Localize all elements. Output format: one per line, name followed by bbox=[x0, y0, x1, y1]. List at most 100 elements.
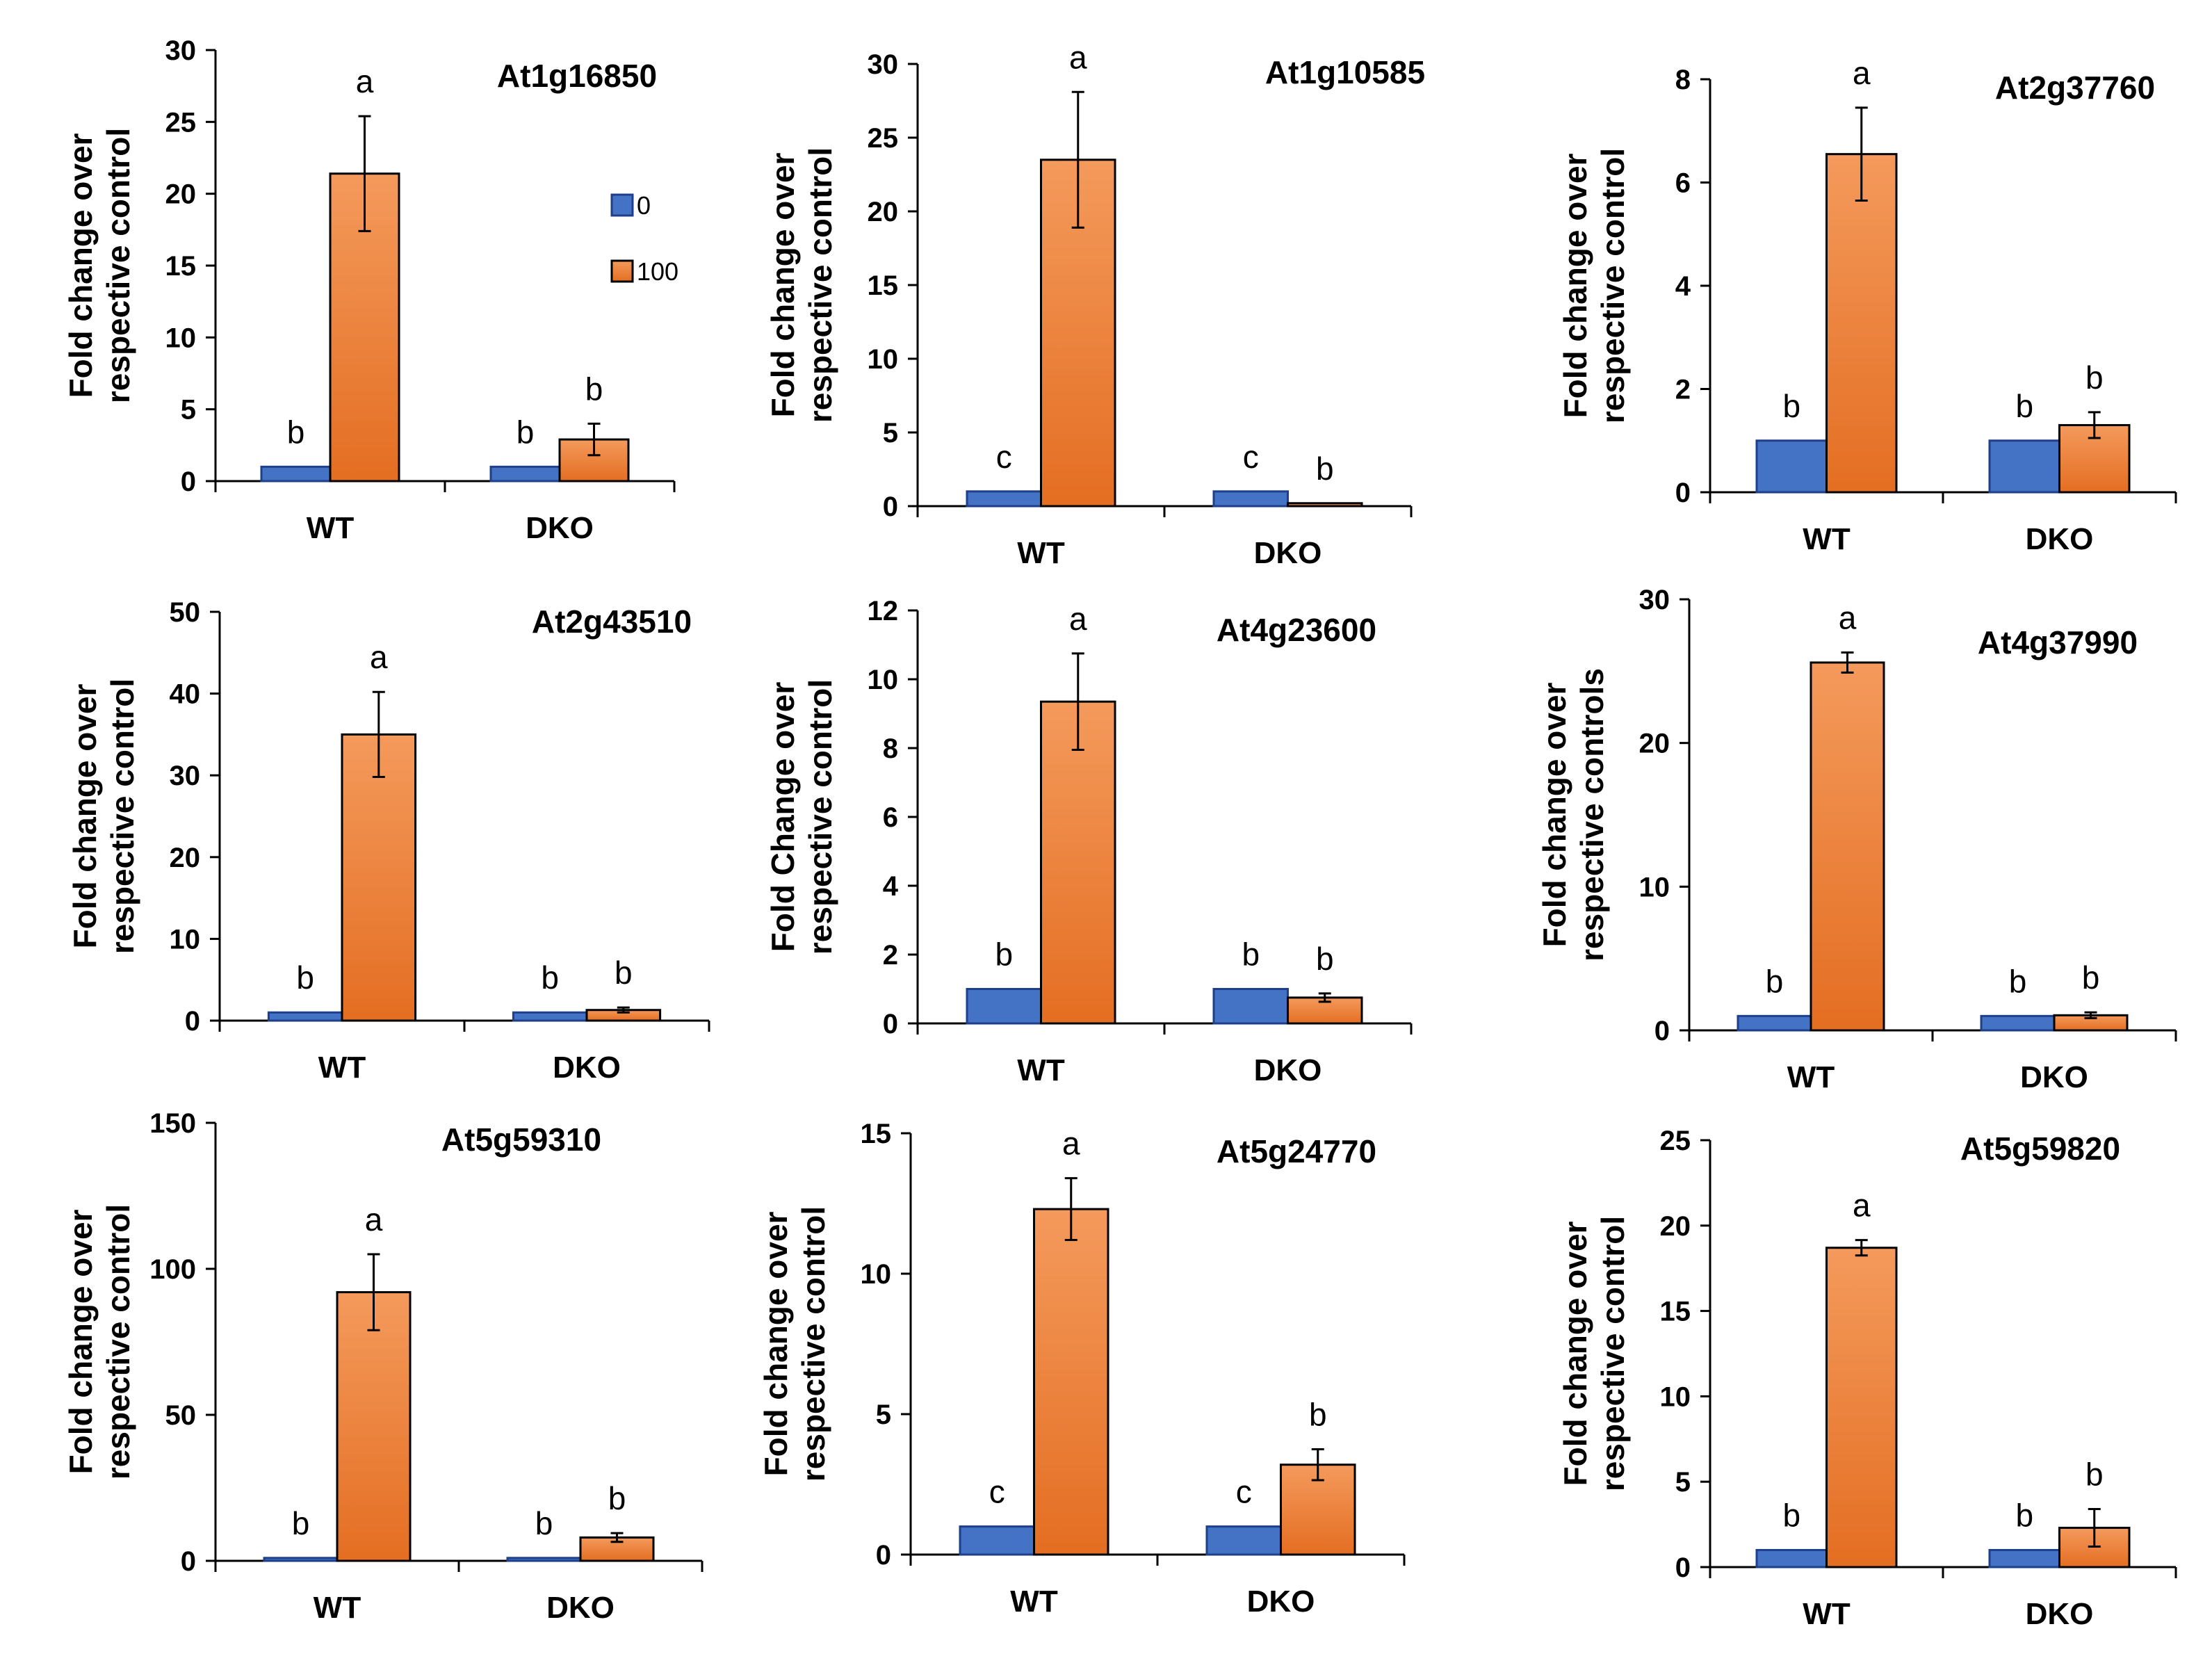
chart-title: At1g10585 bbox=[1265, 54, 1425, 90]
significance-letter: c bbox=[1236, 1474, 1252, 1510]
chart-panel-7: 0 50 100 150 WT b a DKO b b At5g59310 Fold change o… bbox=[63, 1108, 704, 1625]
y-axis-label-line: Fold Change over bbox=[765, 682, 801, 952]
y-tick-label: 5 bbox=[876, 1400, 891, 1430]
y-tick-label: 0 bbox=[181, 1546, 196, 1577]
y-tick-label: 0 bbox=[1675, 478, 1691, 508]
y-tick-label: 5 bbox=[181, 395, 196, 425]
y-tick-label: 10 bbox=[165, 323, 197, 353]
y-tick-label: 20 bbox=[1639, 729, 1670, 759]
chart-panel-2: 0 5 10 15 20 25 30 WT c a DKO c b At1g10585 Fold chang… bbox=[765, 39, 1425, 570]
chart-panel-4: 0 10 20 30 40 50 WT b a DKO b b At2g43510 Fold change… bbox=[67, 597, 710, 1085]
y-tick-label: 12 bbox=[868, 596, 899, 626]
y-tick-label: 50 bbox=[170, 597, 201, 628]
y-tick-label: 5 bbox=[883, 418, 898, 448]
y-axis-label-line: respective control bbox=[795, 1206, 831, 1482]
significance-letter: a bbox=[1069, 39, 1087, 75]
y-axis-label-line: respective controls bbox=[1574, 668, 1610, 962]
x-category-label: WT bbox=[307, 511, 355, 545]
legend-label-100: 100 bbox=[637, 257, 678, 286]
y-tick-label: 150 bbox=[149, 1108, 196, 1139]
y-tick-label: 10 bbox=[170, 924, 201, 955]
x-category-label: WT bbox=[1017, 536, 1065, 570]
significance-letter: b bbox=[1309, 1397, 1327, 1433]
bar-dko-0 bbox=[512, 1011, 588, 1022]
y-tick-label: 0 bbox=[876, 1540, 891, 1571]
chart-panel-8: 0 5 10 15 WT c a DKO c b At5g24770 Fold change over… bbox=[758, 1119, 1406, 1619]
chart-title: At5g24770 bbox=[1217, 1133, 1376, 1169]
legend-swatch-0 bbox=[610, 193, 634, 217]
bar-dko-100 bbox=[1287, 502, 1363, 508]
significance-letter: a bbox=[1853, 1187, 1871, 1224]
significance-letter: b bbox=[2085, 1456, 2104, 1492]
bar-wt-100 bbox=[341, 733, 417, 1022]
y-tick-label: 40 bbox=[170, 679, 201, 710]
y-tick-label: 15 bbox=[1660, 1297, 1691, 1327]
significance-letter: b bbox=[2015, 1497, 2033, 1533]
y-tick-label: 15 bbox=[868, 270, 899, 301]
significance-letter: b bbox=[2009, 963, 2027, 999]
y-tick-label: 2 bbox=[883, 940, 898, 971]
y-axis-label-line: Fold change over bbox=[1557, 153, 1593, 418]
significance-letter: a bbox=[370, 639, 388, 675]
x-category-label: WT bbox=[1803, 522, 1851, 556]
x-category-label: DKO bbox=[1254, 536, 1322, 570]
chart-panel-1: 0 5 10 15 20 25 30 WT b a DKO b b At1g16850 Fold chang… bbox=[63, 35, 678, 545]
x-category-label: WT bbox=[1017, 1053, 1065, 1087]
y-axis-label-line: Fold change over bbox=[1536, 682, 1572, 947]
y-tick-label: 4 bbox=[1675, 271, 1691, 302]
significance-letter: b bbox=[292, 1505, 310, 1541]
y-axis-label-line: Fold change over bbox=[758, 1211, 794, 1476]
y-tick-label: 50 bbox=[165, 1400, 197, 1431]
y-axis-label: Fold change overrespective control bbox=[67, 679, 140, 954]
x-category-label: DKO bbox=[526, 511, 594, 545]
y-tick-label: 8 bbox=[1675, 65, 1691, 95]
significance-letter: b bbox=[1782, 388, 1800, 424]
significance-letter: b bbox=[535, 1505, 553, 1541]
y-axis-label: Fold change overrespective controls bbox=[1536, 668, 1610, 962]
significance-letter: b bbox=[608, 1480, 626, 1516]
bar-wt-100 bbox=[336, 1291, 412, 1562]
significance-letter: c bbox=[1243, 439, 1259, 475]
x-category-label: DKO bbox=[2020, 1060, 2088, 1094]
chart-title: At2g37760 bbox=[1995, 70, 2155, 106]
significance-letter: a bbox=[1069, 601, 1087, 637]
significance-letter: b bbox=[585, 371, 603, 407]
y-tick-label: 8 bbox=[883, 733, 898, 764]
significance-letter: b bbox=[2015, 388, 2033, 424]
chart-title: At2g43510 bbox=[532, 603, 692, 640]
significance-letter: b bbox=[1782, 1497, 1800, 1533]
x-category-label: DKO bbox=[2026, 1597, 2094, 1631]
significance-letter: b bbox=[1316, 451, 1334, 487]
y-axis-label-line: respective control bbox=[1595, 1216, 1631, 1491]
y-tick-label: 30 bbox=[1639, 585, 1670, 615]
y-tick-label: 2 bbox=[1675, 375, 1691, 405]
y-tick-label: 5 bbox=[1675, 1467, 1691, 1498]
y-tick-label: 10 bbox=[868, 665, 899, 695]
y-tick-label: 15 bbox=[861, 1119, 892, 1149]
y-tick-label: 20 bbox=[1660, 1211, 1691, 1242]
bar-wt-0 bbox=[260, 465, 332, 483]
y-axis-label-line: Fold change over bbox=[63, 133, 99, 398]
significance-letter: c bbox=[996, 439, 1012, 475]
legend: 0 100 bbox=[610, 191, 678, 286]
bar-wt-100 bbox=[1825, 153, 1898, 494]
bar-wt-0 bbox=[263, 1557, 339, 1562]
significance-letter: c bbox=[989, 1474, 1005, 1510]
y-tick-label: 0 bbox=[185, 1006, 200, 1037]
x-category-label: DKO bbox=[1254, 1053, 1322, 1087]
bar-wt-100 bbox=[1040, 700, 1116, 1025]
y-tick-label: 10 bbox=[861, 1259, 892, 1290]
x-category-label: DKO bbox=[1247, 1584, 1315, 1619]
x-category-label: DKO bbox=[2026, 522, 2094, 556]
y-tick-label: 30 bbox=[165, 35, 197, 66]
significance-letter: b bbox=[2082, 959, 2100, 996]
significance-letter: b bbox=[541, 959, 559, 996]
y-axis-label: Fold change overrespective control bbox=[1557, 148, 1631, 423]
y-tick-label: 15 bbox=[165, 251, 197, 282]
x-category-label: WT bbox=[318, 1051, 366, 1085]
y-axis-label: Fold change overrespective control bbox=[765, 147, 838, 423]
significance-letter: a bbox=[365, 1201, 383, 1238]
bar-dko-0 bbox=[1212, 988, 1289, 1025]
x-category-label: DKO bbox=[546, 1591, 615, 1625]
